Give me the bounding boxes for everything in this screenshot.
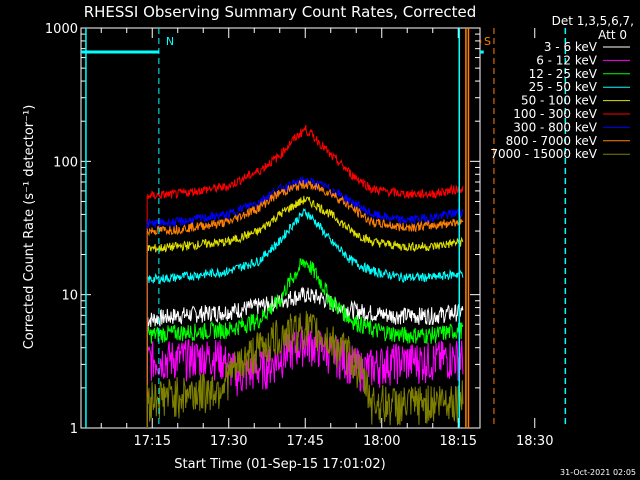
legend-header-2: Att 0 (598, 28, 627, 42)
series-line-800-7000-kev (146, 179, 464, 237)
legend-label-6: 300 - 800 keV (513, 120, 597, 134)
legend-label-5: 100 - 300 keV (513, 107, 597, 121)
series-line-3-6-kev (146, 286, 464, 327)
legend-label-4: 50 - 100 keV (521, 94, 598, 108)
y-tick-label: 1 (70, 422, 78, 437)
series-line-12-25-kev (146, 258, 464, 344)
y-tick-label: 1000 (45, 22, 78, 37)
y-axis: 1 10 100 1000 (45, 22, 480, 437)
chart-title: RHESSI Observing Summary Count Rates, Co… (84, 3, 477, 21)
series-line-6-12-kev (146, 326, 464, 397)
series-group (146, 125, 464, 428)
legend-label-7: 800 - 7000 keV (506, 134, 598, 148)
timestamp: 31-Oct-2021 02:05 (560, 468, 636, 477)
x-axis-label: Start Time (01-Sep-15 17:01:02) (174, 457, 385, 472)
legend-label-2: 12 - 25 keV (529, 67, 598, 81)
x-tick-label: 17:45 (287, 434, 324, 449)
legend-label-8: 7000 - 15000 keV (490, 147, 597, 161)
x-tick-label: 18:15 (440, 434, 477, 449)
legend-label-0: 3 - 6 keV (544, 40, 598, 54)
plot-area (80, 27, 481, 429)
legend-label-3: 25 - 50 keV (529, 80, 598, 94)
legend-label-1: 6 - 12 keV (536, 53, 598, 67)
marker-label-n: N (166, 35, 174, 48)
y-tick-label: 10 (61, 289, 78, 304)
x-tick-label: 18:00 (363, 434, 400, 449)
series-line-300-800-kev (146, 176, 464, 229)
x-tick-label: 18:30 (516, 434, 553, 449)
x-axis: 17:15 17:30 17:45 18:00 18:15 18:30 (100, 28, 553, 449)
series-line-100-300-kev (146, 125, 464, 200)
x-tick-label: 17:15 (134, 434, 171, 449)
series-line-50-100-kev (146, 195, 464, 253)
x-tick-label: 17:30 (210, 434, 247, 449)
y-tick-label: 100 (53, 155, 78, 170)
y-axis-label: Corrected Count Rate (s⁻¹ detector⁻¹) (22, 105, 37, 350)
plot-border (80, 27, 481, 429)
legend-header-1: Det 1,3,5,6,7, (552, 14, 634, 28)
series-line-25-50-kev (146, 208, 464, 285)
series-line-7000-15000-kev (146, 310, 464, 426)
marker-label-s: S (484, 35, 491, 48)
